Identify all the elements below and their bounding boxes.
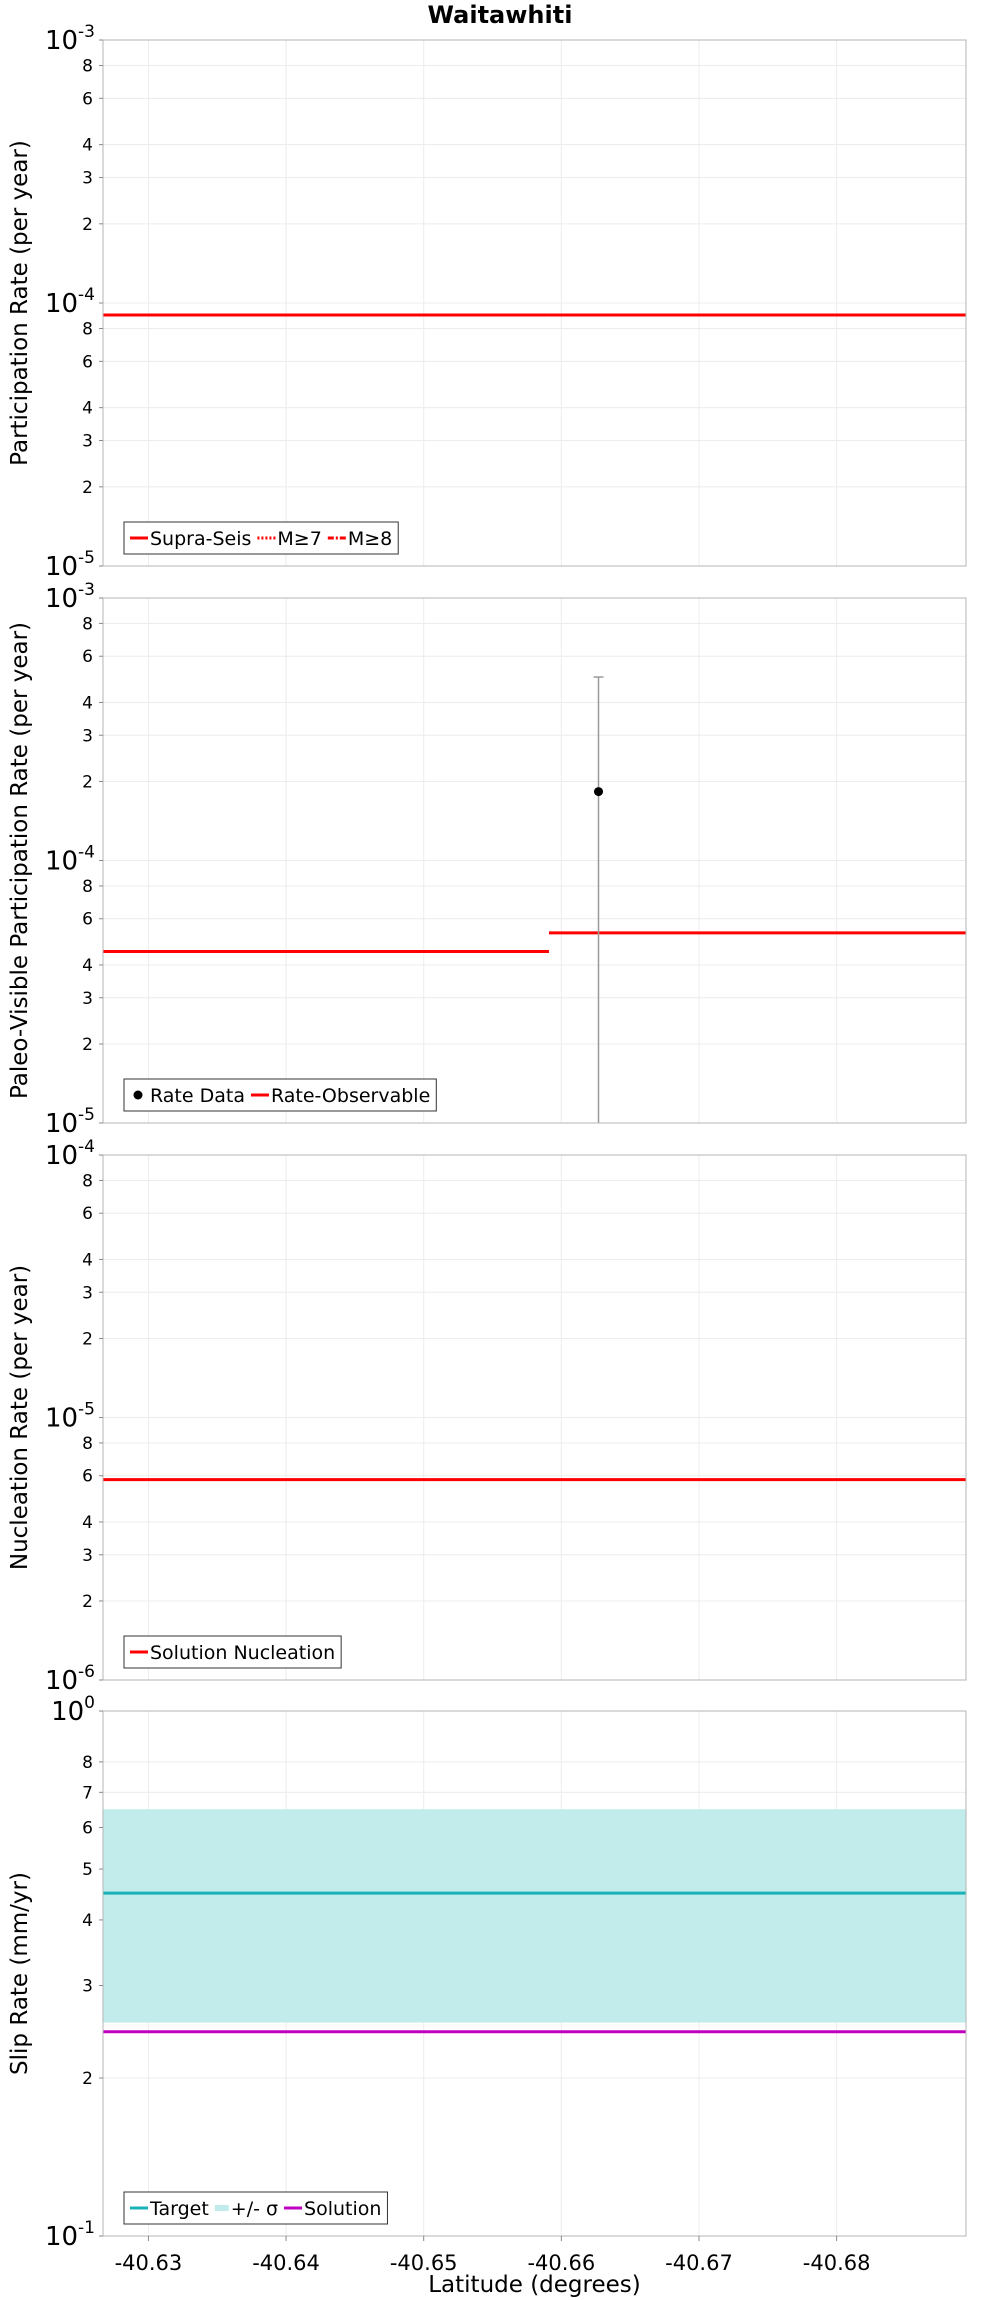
y-tick-label: 2 (82, 478, 93, 498)
y-tick-label: 2 (82, 1329, 93, 1349)
x-axis-label: Latitude (degrees) (428, 2272, 641, 2298)
y-tick-label: 10-5 (45, 1105, 95, 1139)
y-tick-label: 8 (82, 56, 93, 76)
y-tick-label: 4 (82, 1513, 93, 1533)
legend-box (123, 1078, 437, 1112)
y-tick-label: 8 (82, 1434, 93, 1454)
legend-item: Solution (284, 2198, 381, 2220)
y-tick-label: 2 (82, 2069, 93, 2089)
legend-item: M≥7 (257, 528, 322, 550)
chart-panel-4: 100 8 7 6 5 4 3 2 10-1 Slip Rate (mm/yr) -40.63 -40… (7, 1693, 967, 2298)
x-tick-label: -40.63 (115, 2251, 183, 2275)
y-tick-label: 10-4 (45, 843, 95, 877)
legend-label: Solution Nucleation (150, 1642, 335, 1664)
legend-item: Target (130, 2198, 209, 2220)
x-tick-label: -40.64 (252, 2251, 320, 2275)
y-tick-label: 8 (82, 1753, 93, 1773)
y-tick-label: 8 (82, 614, 93, 634)
y-tick-label: 3 (82, 1977, 93, 1997)
y-tick-label: 3 (82, 726, 93, 746)
y-tick-label: 2 (82, 1592, 93, 1612)
y-tick-label: 2 (82, 772, 93, 792)
y-tick-label: 100 (51, 1693, 95, 1727)
y-tick-label: 7 (82, 1783, 93, 1803)
legend-box (123, 1635, 342, 1669)
y-axis-label: Paleo-Visible Participation Rate (per ye… (7, 622, 33, 1099)
legend-label: Rate-Observable (271, 1085, 430, 1107)
y-tick-label: 8 (82, 877, 93, 897)
y-axis-label: Nucleation Rate (per year) (7, 1265, 33, 1570)
y-tick-label: 4 (82, 693, 93, 713)
band-sigma (103, 1809, 966, 2023)
legend-label: Supra-Seis (150, 528, 251, 550)
y-tick-label: 3 (82, 989, 93, 1009)
y-axis-label: Participation Rate (per year) (7, 140, 33, 466)
y-tick-label: 3 (82, 432, 93, 452)
y-tick-label: 8 (82, 1171, 93, 1191)
legend-label: M≥8 (348, 528, 392, 550)
x-tick-label: -40.68 (803, 2251, 871, 2275)
legend-label: Rate Data (150, 1085, 245, 1107)
y-tick-label: 10-5 (45, 548, 95, 582)
y-tick-label: 10-3 (45, 580, 95, 614)
y-tick-label: 6 (82, 1467, 93, 1487)
legend-item: Supra-Seis (130, 528, 251, 550)
legend-label: M≥7 (277, 528, 321, 550)
y-tick-label: 4 (82, 1250, 93, 1270)
y-tick-label: 3 (82, 169, 93, 189)
legend-band-swatch (214, 2205, 229, 2211)
legend: Rate Data Rate-Observable (123, 1078, 437, 1112)
legend: Target +/- σ Solution (123, 2191, 388, 2225)
x-tick-label: -40.66 (527, 2251, 595, 2275)
legend-item: Rate Data (133, 1085, 245, 1107)
y-tick-label: 6 (82, 89, 93, 109)
y-tick-label: 4 (82, 136, 93, 156)
y-tick-label: 10-5 (45, 1400, 95, 1434)
y-tick-label: 6 (82, 910, 93, 930)
legend: Solution Nucleation (123, 1635, 342, 1669)
x-tick-label: -40.65 (390, 2251, 458, 2275)
y-tick-label: 10-4 (45, 1137, 95, 1171)
legend-label: +/- σ (231, 2198, 278, 2220)
y-tick-label: 6 (82, 1204, 93, 1224)
x-tick-label: -40.67 (665, 2251, 733, 2275)
y-tick-label: 8 (82, 319, 93, 339)
legend-item: M≥8 (327, 528, 392, 550)
legend-item: Solution Nucleation (130, 1642, 335, 1664)
y-axis-label: Slip Rate (mm/yr) (7, 1872, 33, 2075)
y-tick-label: 10-6 (45, 1662, 95, 1696)
legend-box (123, 521, 399, 555)
y-tick-label: 4 (82, 956, 93, 976)
plot-frame (102, 1710, 967, 2237)
y-tick-label: 3 (82, 1283, 93, 1303)
y-tick-label: 3 (82, 1546, 93, 1566)
legend-dot-swatch (133, 1090, 143, 1100)
y-tick-label: 10-4 (45, 285, 95, 319)
y-tick-label: 2 (82, 1035, 93, 1055)
legend-label: Solution (304, 2198, 381, 2220)
y-tick-label: 10-3 (45, 22, 95, 56)
y-tick-label: 2 (82, 215, 93, 235)
y-tick-label: 4 (82, 1911, 93, 1931)
y-tick-label: 5 (82, 1860, 93, 1880)
data-point (594, 787, 604, 797)
y-tick-label: 6 (82, 647, 93, 667)
legend: Supra-Seis M≥7 M≥8 (123, 521, 399, 555)
legend-item: Rate-Observable (250, 1085, 430, 1107)
y-tick-label: 4 (82, 399, 93, 419)
legend-item: +/- σ (214, 2198, 278, 2220)
legend-box (123, 2191, 388, 2225)
legend-label: Target (149, 2198, 209, 2220)
figure-title: Waitawhiti (428, 1, 573, 29)
y-tick-label: 6 (82, 1818, 93, 1838)
y-tick-label: 6 (82, 352, 93, 372)
y-tick-label: 10-1 (45, 2218, 95, 2252)
